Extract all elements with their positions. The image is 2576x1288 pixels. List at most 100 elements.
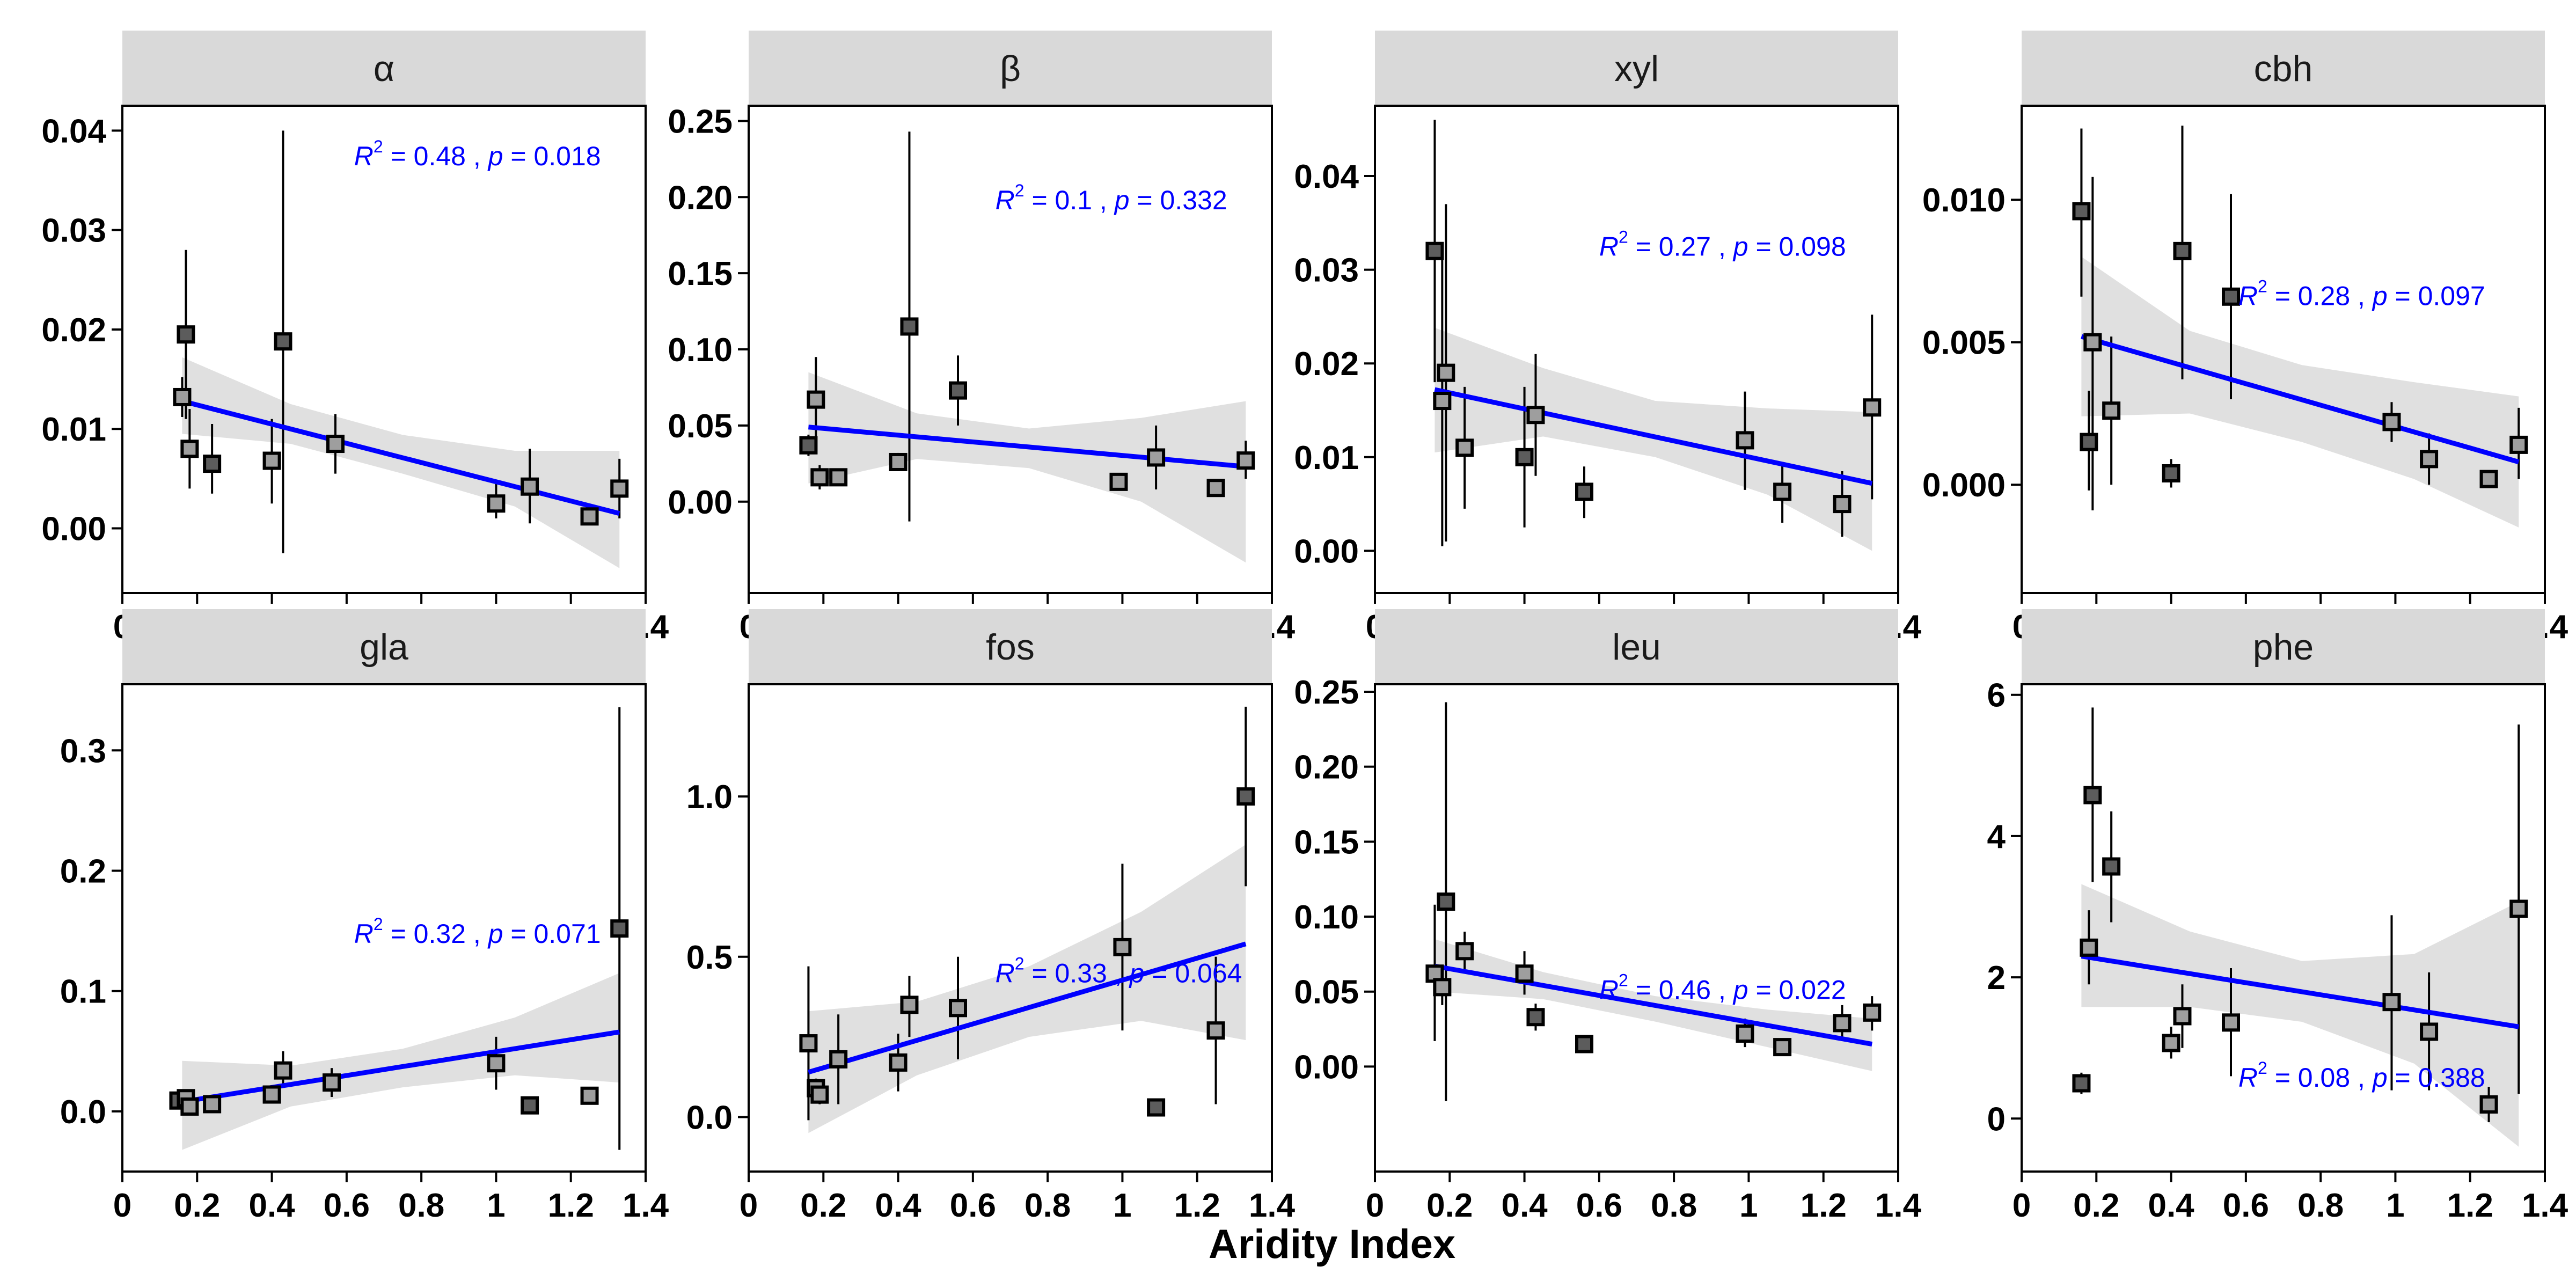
y-tick-label: 0.00	[41, 511, 106, 548]
annotation-p-value: = 0.064	[1144, 958, 1242, 989]
y-tick-label: 0	[1987, 1101, 2006, 1138]
annotation-r-symbol: R	[354, 919, 374, 949]
y-tick-label: 0.03	[1294, 252, 1359, 289]
y-tick-label: 0.05	[668, 408, 733, 445]
data-point	[1113, 938, 1132, 956]
annotation-p-value: = 0.097	[2388, 281, 2485, 311]
annotation-p-value: = 0.018	[503, 141, 601, 171]
data-point	[1526, 1008, 1545, 1027]
x-tick-label: 0.4	[875, 1187, 921, 1224]
fit-annotation: R2 = 0.48 , p = 0.018	[354, 137, 601, 171]
data-point	[1515, 448, 1534, 466]
facet-strip	[122, 609, 646, 684]
x-tick-label: 0.6	[950, 1187, 996, 1224]
facet-strip-label: α	[374, 48, 394, 89]
y-tick-label: 0.02	[41, 312, 106, 349]
y-tick-label: 0.20	[1294, 749, 1359, 786]
data-point	[2222, 1013, 2240, 1032]
annotation-superscript: 2	[374, 137, 383, 156]
y-tick-label: 0.15	[668, 255, 733, 292]
y-tick-label: 0.005	[1922, 325, 2006, 362]
x-tick-label: 1	[487, 1187, 505, 1224]
regression-line	[1434, 963, 1873, 1046]
annotation-r2-value: = 0.33 ,	[1024, 958, 1130, 989]
x-tick-label: 0.8	[2297, 1187, 2344, 1224]
annotation-r2-value: = 0.1 ,	[1024, 185, 1115, 215]
annotation-r-symbol: R	[354, 141, 374, 171]
data-point	[1575, 1035, 1593, 1053]
confidence-band	[808, 844, 1246, 1133]
y-tick-label: 0.2	[60, 853, 106, 890]
y-tick-label: 0.10	[1294, 899, 1359, 936]
data-point	[180, 440, 199, 458]
x-tick-label: 1.2	[1801, 1187, 1847, 1224]
fit-annotation: R2 = 0.46 , p = 0.022	[1599, 971, 1846, 1005]
y-tick-label: 0.0	[60, 1094, 106, 1131]
y-tick-label: 0.02	[1294, 346, 1359, 383]
data-point	[949, 999, 967, 1018]
data-point	[949, 381, 967, 400]
annotation-r2-value: = 0.28 ,	[2267, 281, 2373, 311]
facet-panel-7: leu R2 = 0.46 , p = 0.022 0.00 0.05 0.10 0.15…	[1294, 609, 1922, 1224]
data-point	[1773, 482, 1792, 501]
x-tick-label: 0.4	[1501, 1187, 1548, 1224]
data-point	[2080, 433, 2098, 451]
data-point	[580, 507, 599, 526]
confidence-band	[182, 357, 620, 568]
x-axis-title: Aridity Index	[1209, 1221, 1455, 1267]
y-tick-label: 0.000	[1922, 467, 2006, 504]
x-tick-label: 0	[1366, 1187, 1384, 1224]
data-point	[580, 1086, 599, 1105]
x-tick-label: 1.4	[623, 1187, 669, 1224]
data-point	[262, 1085, 281, 1104]
x-tick-label: 1.2	[2447, 1187, 2493, 1224]
panel-border	[2021, 105, 2546, 594]
data-point	[1437, 892, 1455, 911]
data-point	[1575, 482, 1593, 501]
annotation-superscript: 2	[1015, 954, 1024, 974]
fit-annotation: R2 = 0.28 , p = 0.097	[2238, 277, 2485, 311]
y-tick-label: 0.01	[1294, 440, 1359, 477]
annotation-r2-value: = 0.27 ,	[1628, 231, 1733, 261]
facet-strip	[122, 31, 646, 106]
data-point	[1515, 964, 1534, 983]
facet-panel-2: β R2 = 0.1 , p = 0.332 0.00 0.05 0.10 0.15 0.2…	[668, 31, 1296, 646]
data-point	[2509, 435, 2528, 454]
y-tick-label: 0.05	[1294, 974, 1359, 1011]
annotation-superscript: 2	[1619, 227, 1628, 246]
annotation-r-symbol: R	[996, 958, 1015, 989]
fit-annotation: R2 = 0.33 , p = 0.064	[996, 954, 1242, 989]
data-point	[1736, 431, 1754, 450]
data-point	[1455, 438, 1474, 457]
x-tick-label: 0.8	[1024, 1187, 1071, 1224]
data-point	[2072, 202, 2091, 221]
confidence-band	[182, 973, 620, 1150]
data-point	[177, 325, 195, 344]
y-tick-label: 0.1	[60, 974, 106, 1011]
data-point	[2382, 413, 2401, 431]
annotation-r-symbol: R	[1599, 231, 1619, 261]
x-tick-label: 0.6	[324, 1187, 370, 1224]
facet-strip-label: β	[1000, 48, 1021, 89]
x-tick-label: 0	[2012, 1187, 2031, 1224]
y-tick-label: 0.00	[1294, 1049, 1359, 1086]
data-point	[889, 1053, 908, 1072]
y-tick-label: 1.0	[686, 779, 733, 816]
data-point	[1109, 472, 1128, 491]
fit-annotation: R2 = 0.32 , p = 0.071	[354, 914, 601, 949]
regression-line	[2081, 954, 2519, 1029]
y-tick-label: 0.04	[1294, 158, 1359, 195]
data-point	[2080, 938, 2098, 957]
annotation-p-value: = 0.022	[1748, 975, 1846, 1005]
y-tick-label: 0.00	[1294, 533, 1359, 570]
facet-strip-label: xyl	[1614, 48, 1659, 89]
data-point	[2222, 287, 2240, 306]
annotation-superscript: 2	[374, 914, 383, 934]
annotation-r-symbol: R	[1599, 975, 1619, 1005]
fit-annotation: R2 = 0.27 , p = 0.098	[1599, 227, 1846, 261]
x-tick-label: 1	[1113, 1187, 1131, 1224]
annotation-p-symbol: p	[1732, 975, 1748, 1005]
annotation-p-value: = 0.332	[1130, 185, 1227, 215]
regression-line	[808, 941, 1247, 1075]
y-tick-label: 0.010	[1922, 182, 2006, 219]
